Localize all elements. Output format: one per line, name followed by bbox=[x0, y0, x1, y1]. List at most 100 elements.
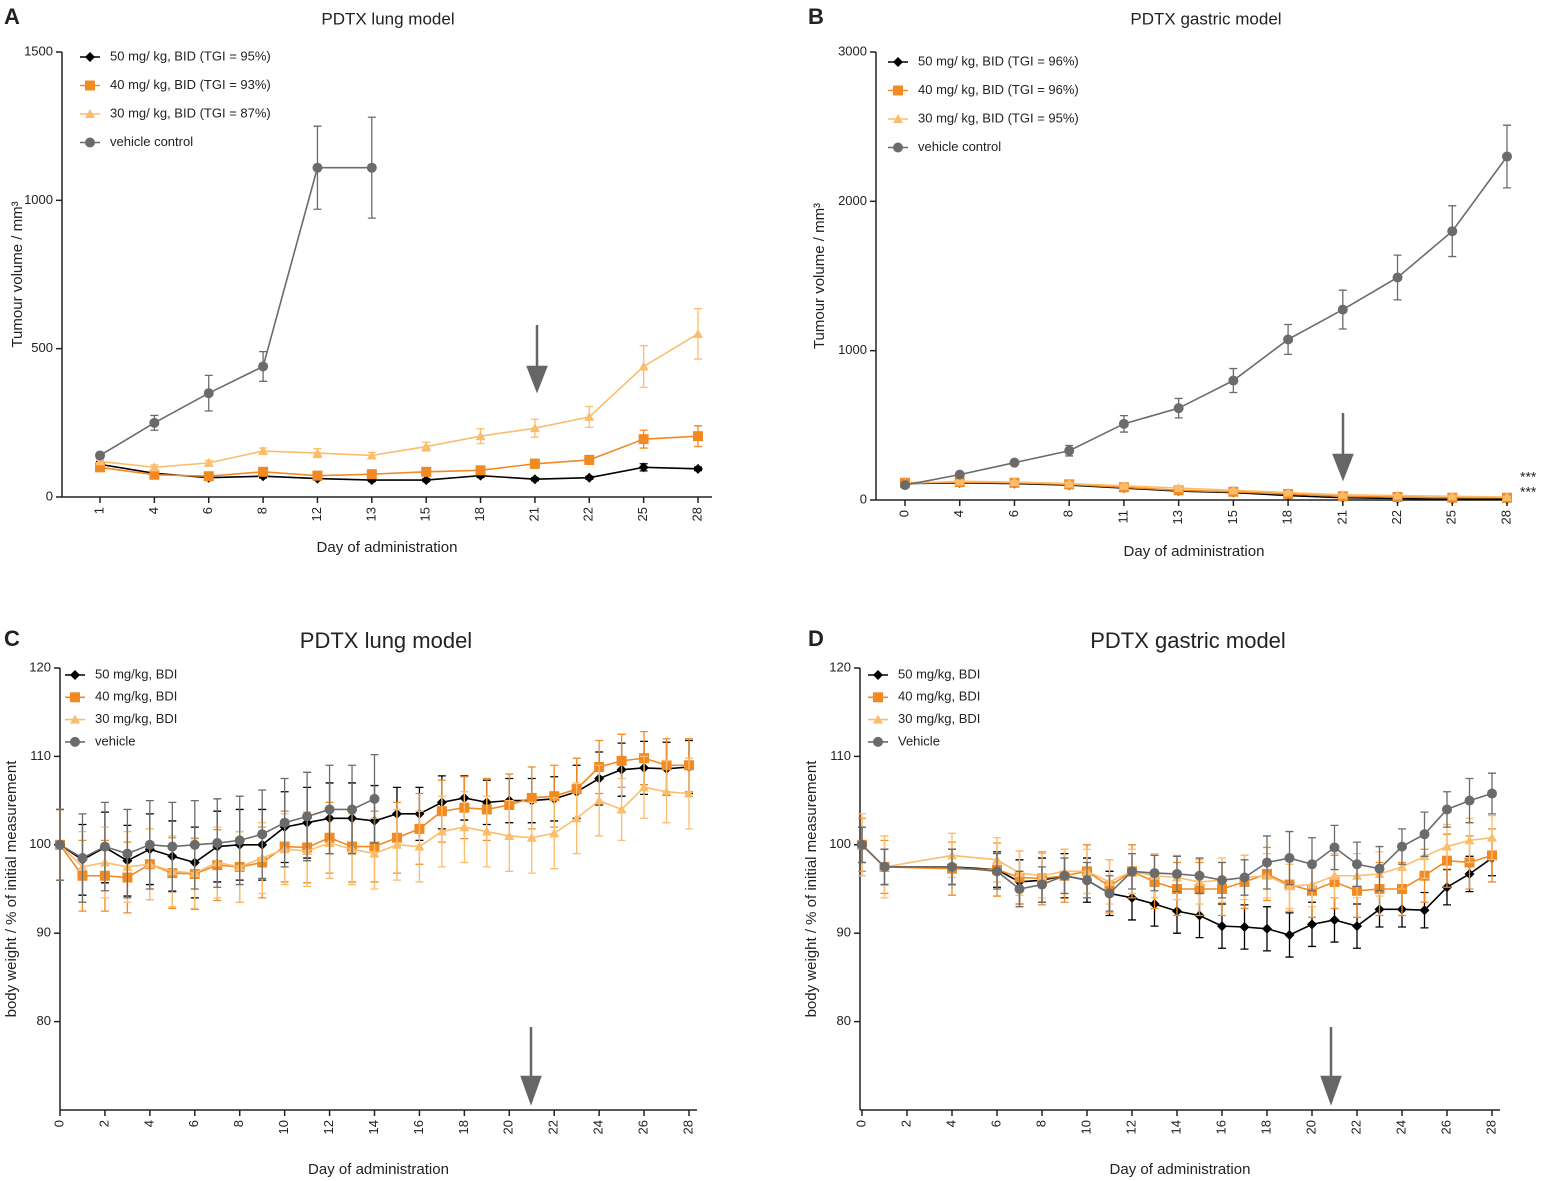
x-tick-label: 13 bbox=[1170, 510, 1185, 524]
data-point bbox=[1442, 841, 1452, 851]
data-point bbox=[1014, 884, 1025, 894]
x-tick-label: 4 bbox=[951, 510, 966, 517]
panel-label: C bbox=[4, 626, 20, 651]
data-point bbox=[369, 848, 380, 858]
data-point bbox=[1392, 490, 1403, 500]
data-point bbox=[638, 462, 649, 473]
data-point bbox=[879, 861, 890, 872]
data-point bbox=[1239, 922, 1250, 933]
x-tick-label: 18 bbox=[1280, 510, 1295, 524]
data-point bbox=[526, 792, 537, 803]
y-tick-label: 0 bbox=[860, 491, 867, 506]
data-point bbox=[391, 839, 402, 849]
x-tick-label: 21 bbox=[1334, 510, 1349, 524]
data-point bbox=[475, 431, 486, 441]
panel-label: B bbox=[808, 4, 824, 29]
data-point bbox=[99, 841, 110, 852]
data-point bbox=[258, 466, 269, 477]
data-point bbox=[693, 463, 703, 474]
y-tick-label: 500 bbox=[31, 340, 53, 355]
x-axis-label: Day of administration bbox=[1124, 543, 1265, 560]
legend-label: 30 mg/ kg, BID (TGI = 95%) bbox=[918, 110, 1079, 125]
legend-label: vehicle bbox=[95, 733, 135, 748]
chart-title: PDTX lung model bbox=[300, 628, 472, 653]
y-axis-label: Tumour volume / mm³ bbox=[811, 203, 828, 349]
data-point bbox=[347, 804, 358, 815]
series-line bbox=[861, 836, 1493, 888]
x-tick-label: 12 bbox=[1123, 1120, 1138, 1134]
legend-label: vehicle control bbox=[918, 139, 1001, 154]
data-point bbox=[258, 446, 269, 456]
data-point bbox=[584, 472, 595, 483]
data-point bbox=[421, 475, 432, 486]
data-point bbox=[324, 804, 335, 815]
data-point bbox=[1419, 905, 1430, 916]
data-point bbox=[1447, 491, 1458, 501]
legend-label: 50 mg/ kg, BID (TGI = 95%) bbox=[110, 48, 271, 63]
x-tick-label: 25 bbox=[635, 507, 650, 521]
data-point bbox=[1502, 492, 1512, 502]
y-axis-label: Tumour volume / mm³ bbox=[9, 201, 26, 347]
data-point bbox=[481, 826, 492, 836]
x-tick-label: 8 bbox=[1061, 510, 1076, 517]
data-point bbox=[1442, 804, 1452, 815]
legend-label: 50 mg/kg, BDI bbox=[95, 666, 177, 681]
x-tick-label: 1 bbox=[91, 507, 106, 514]
legend-marker bbox=[70, 670, 80, 680]
data-point bbox=[1283, 334, 1294, 345]
legend-marker bbox=[893, 142, 903, 153]
x-tick-label: 25 bbox=[1444, 510, 1459, 524]
data-point bbox=[616, 755, 627, 766]
legend-marker bbox=[893, 85, 903, 96]
data-point bbox=[1228, 485, 1239, 495]
data-point bbox=[279, 817, 290, 828]
y-tick-label: 90 bbox=[837, 925, 851, 940]
data-point bbox=[1487, 788, 1497, 799]
data-point bbox=[1059, 870, 1070, 881]
data-point bbox=[421, 441, 432, 451]
data-point bbox=[526, 832, 537, 842]
data-point bbox=[1307, 859, 1317, 870]
data-point bbox=[1502, 151, 1512, 162]
arrow bbox=[520, 325, 1354, 1106]
data-point bbox=[1337, 489, 1348, 499]
x-tick-label: 0 bbox=[896, 510, 911, 517]
series-line bbox=[904, 156, 1508, 486]
data-point bbox=[857, 839, 867, 850]
x-tick-label: 0 bbox=[853, 1120, 868, 1127]
x-tick-label: 4 bbox=[146, 507, 161, 514]
data-point bbox=[1329, 914, 1340, 925]
data-point bbox=[584, 411, 595, 421]
x-tick-label: 4 bbox=[943, 1120, 958, 1127]
data-point bbox=[1064, 445, 1075, 456]
data-point bbox=[1352, 859, 1362, 870]
legend-label: 40 mg/ kg, BID (TGI = 93%) bbox=[110, 77, 271, 92]
annotation: *** bbox=[1520, 469, 1537, 485]
data-point bbox=[1172, 868, 1182, 879]
legend-marker bbox=[873, 692, 883, 703]
data-point bbox=[1239, 872, 1250, 883]
data-point bbox=[1392, 272, 1403, 283]
legend-label: Vehicle bbox=[898, 733, 940, 748]
x-tick-label: 28 bbox=[689, 507, 704, 521]
data-point bbox=[1447, 226, 1458, 237]
data-point bbox=[504, 830, 515, 840]
x-tick-label: 14 bbox=[366, 1120, 381, 1134]
x-tick-label: 18 bbox=[456, 1120, 471, 1134]
series-line bbox=[904, 480, 1508, 498]
x-axis-label: Day of administration bbox=[1110, 1161, 1251, 1178]
data-point bbox=[234, 835, 245, 846]
legend-marker bbox=[85, 109, 95, 118]
data-point bbox=[1173, 403, 1184, 414]
legend-marker bbox=[85, 80, 95, 91]
series-line bbox=[99, 166, 372, 457]
legend-label: 30 mg/kg, BDI bbox=[95, 711, 177, 726]
data-point bbox=[992, 866, 1002, 877]
x-tick-label: 13 bbox=[363, 507, 378, 521]
legend-marker bbox=[85, 52, 95, 62]
legend-marker bbox=[70, 692, 80, 703]
data-point bbox=[212, 838, 223, 849]
data-point bbox=[421, 466, 432, 477]
data-point bbox=[639, 782, 650, 792]
data-point bbox=[144, 839, 155, 850]
